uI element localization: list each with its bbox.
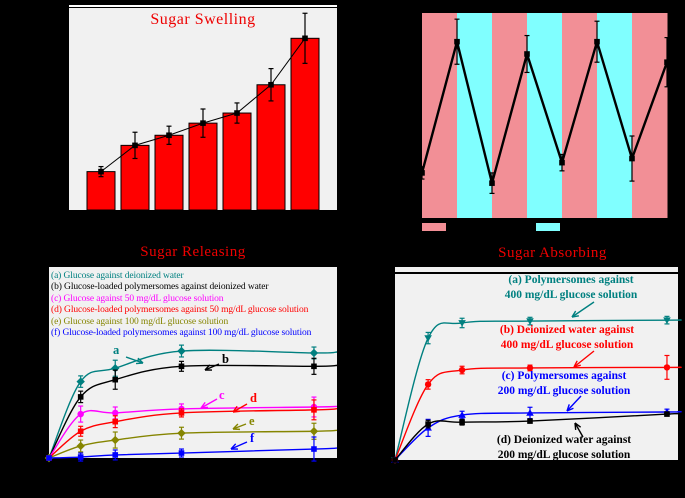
chart-sugar-swelling xyxy=(86,12,320,211)
chart-swelling-cycles xyxy=(419,13,670,218)
annotation-line: (c) Polymersomes against xyxy=(501,370,627,382)
absorbing-annotation-c: (c) Polymersomes against 200 mg/dL gluco… xyxy=(498,369,631,398)
band-legend-swatch-cyan xyxy=(536,223,560,231)
absorbing-annotation-a: (a) Polymersomes against 400 mg/dL gluco… xyxy=(505,273,638,302)
annotation-line: 200 mg/dL glucose solution xyxy=(497,384,631,397)
releasing-legend: (a) Glucose against deionized water (b) … xyxy=(51,271,311,339)
band-legend-swatch-pink xyxy=(422,223,446,231)
top-left-panel-top-border xyxy=(69,5,337,7)
annotation-line: 200 mg/dL glucose solution xyxy=(497,448,631,461)
absorbing-title: Sugar Absorbing xyxy=(498,245,607,261)
curve-label-e: e xyxy=(249,414,255,428)
chart-sugar-absorbing xyxy=(391,301,682,464)
annotation-line: 400 mg/dL glucose solution xyxy=(504,288,638,301)
legend-item-d: (d) Glucose-loaded polymersomes against … xyxy=(51,305,309,316)
annotation-line: (b) Deionized water against xyxy=(499,324,635,336)
releasing-title: Sugar Releasing xyxy=(140,244,246,260)
absorbing-annotation-d: (d) Deionized water against 200 mg/dL gl… xyxy=(497,433,631,462)
legend-item-e: (e) Glucose against 100 mg/dL glucose so… xyxy=(51,316,229,327)
curve-label-c: c xyxy=(219,388,225,402)
swelling-title: Sugar Swelling xyxy=(150,11,256,28)
legend-item-a: (a) Glucose against deionized water xyxy=(51,271,184,281)
annotation-line: 400 mg/dL glucose solution xyxy=(500,338,634,351)
annotation-line: (a) Polymersomes against xyxy=(508,274,634,286)
legend-item-b: (b) Glucose-loaded polymersomes against … xyxy=(51,282,269,293)
absorbing-plot-area xyxy=(395,267,678,460)
chart-sugar-releasing xyxy=(44,344,338,463)
releasing-plot-area xyxy=(49,267,337,458)
annotation-line: (d) Deionized water against xyxy=(496,434,632,446)
curve-label-f: f xyxy=(250,431,255,445)
curve-label-a: a xyxy=(113,343,120,357)
legend-item-f: (f) Glucose-loaded polymersomes against … xyxy=(51,328,312,339)
legend-item-c: (c) Glucose against 50 mg/dL glucose sol… xyxy=(51,293,224,304)
curve-label-d: d xyxy=(250,391,257,405)
curve-label-b: b xyxy=(222,352,229,366)
absorbing-annotation-b: (b) Deionized water against 400 mg/dL gl… xyxy=(500,323,634,352)
absorbing-panel-top-rule xyxy=(395,272,678,274)
